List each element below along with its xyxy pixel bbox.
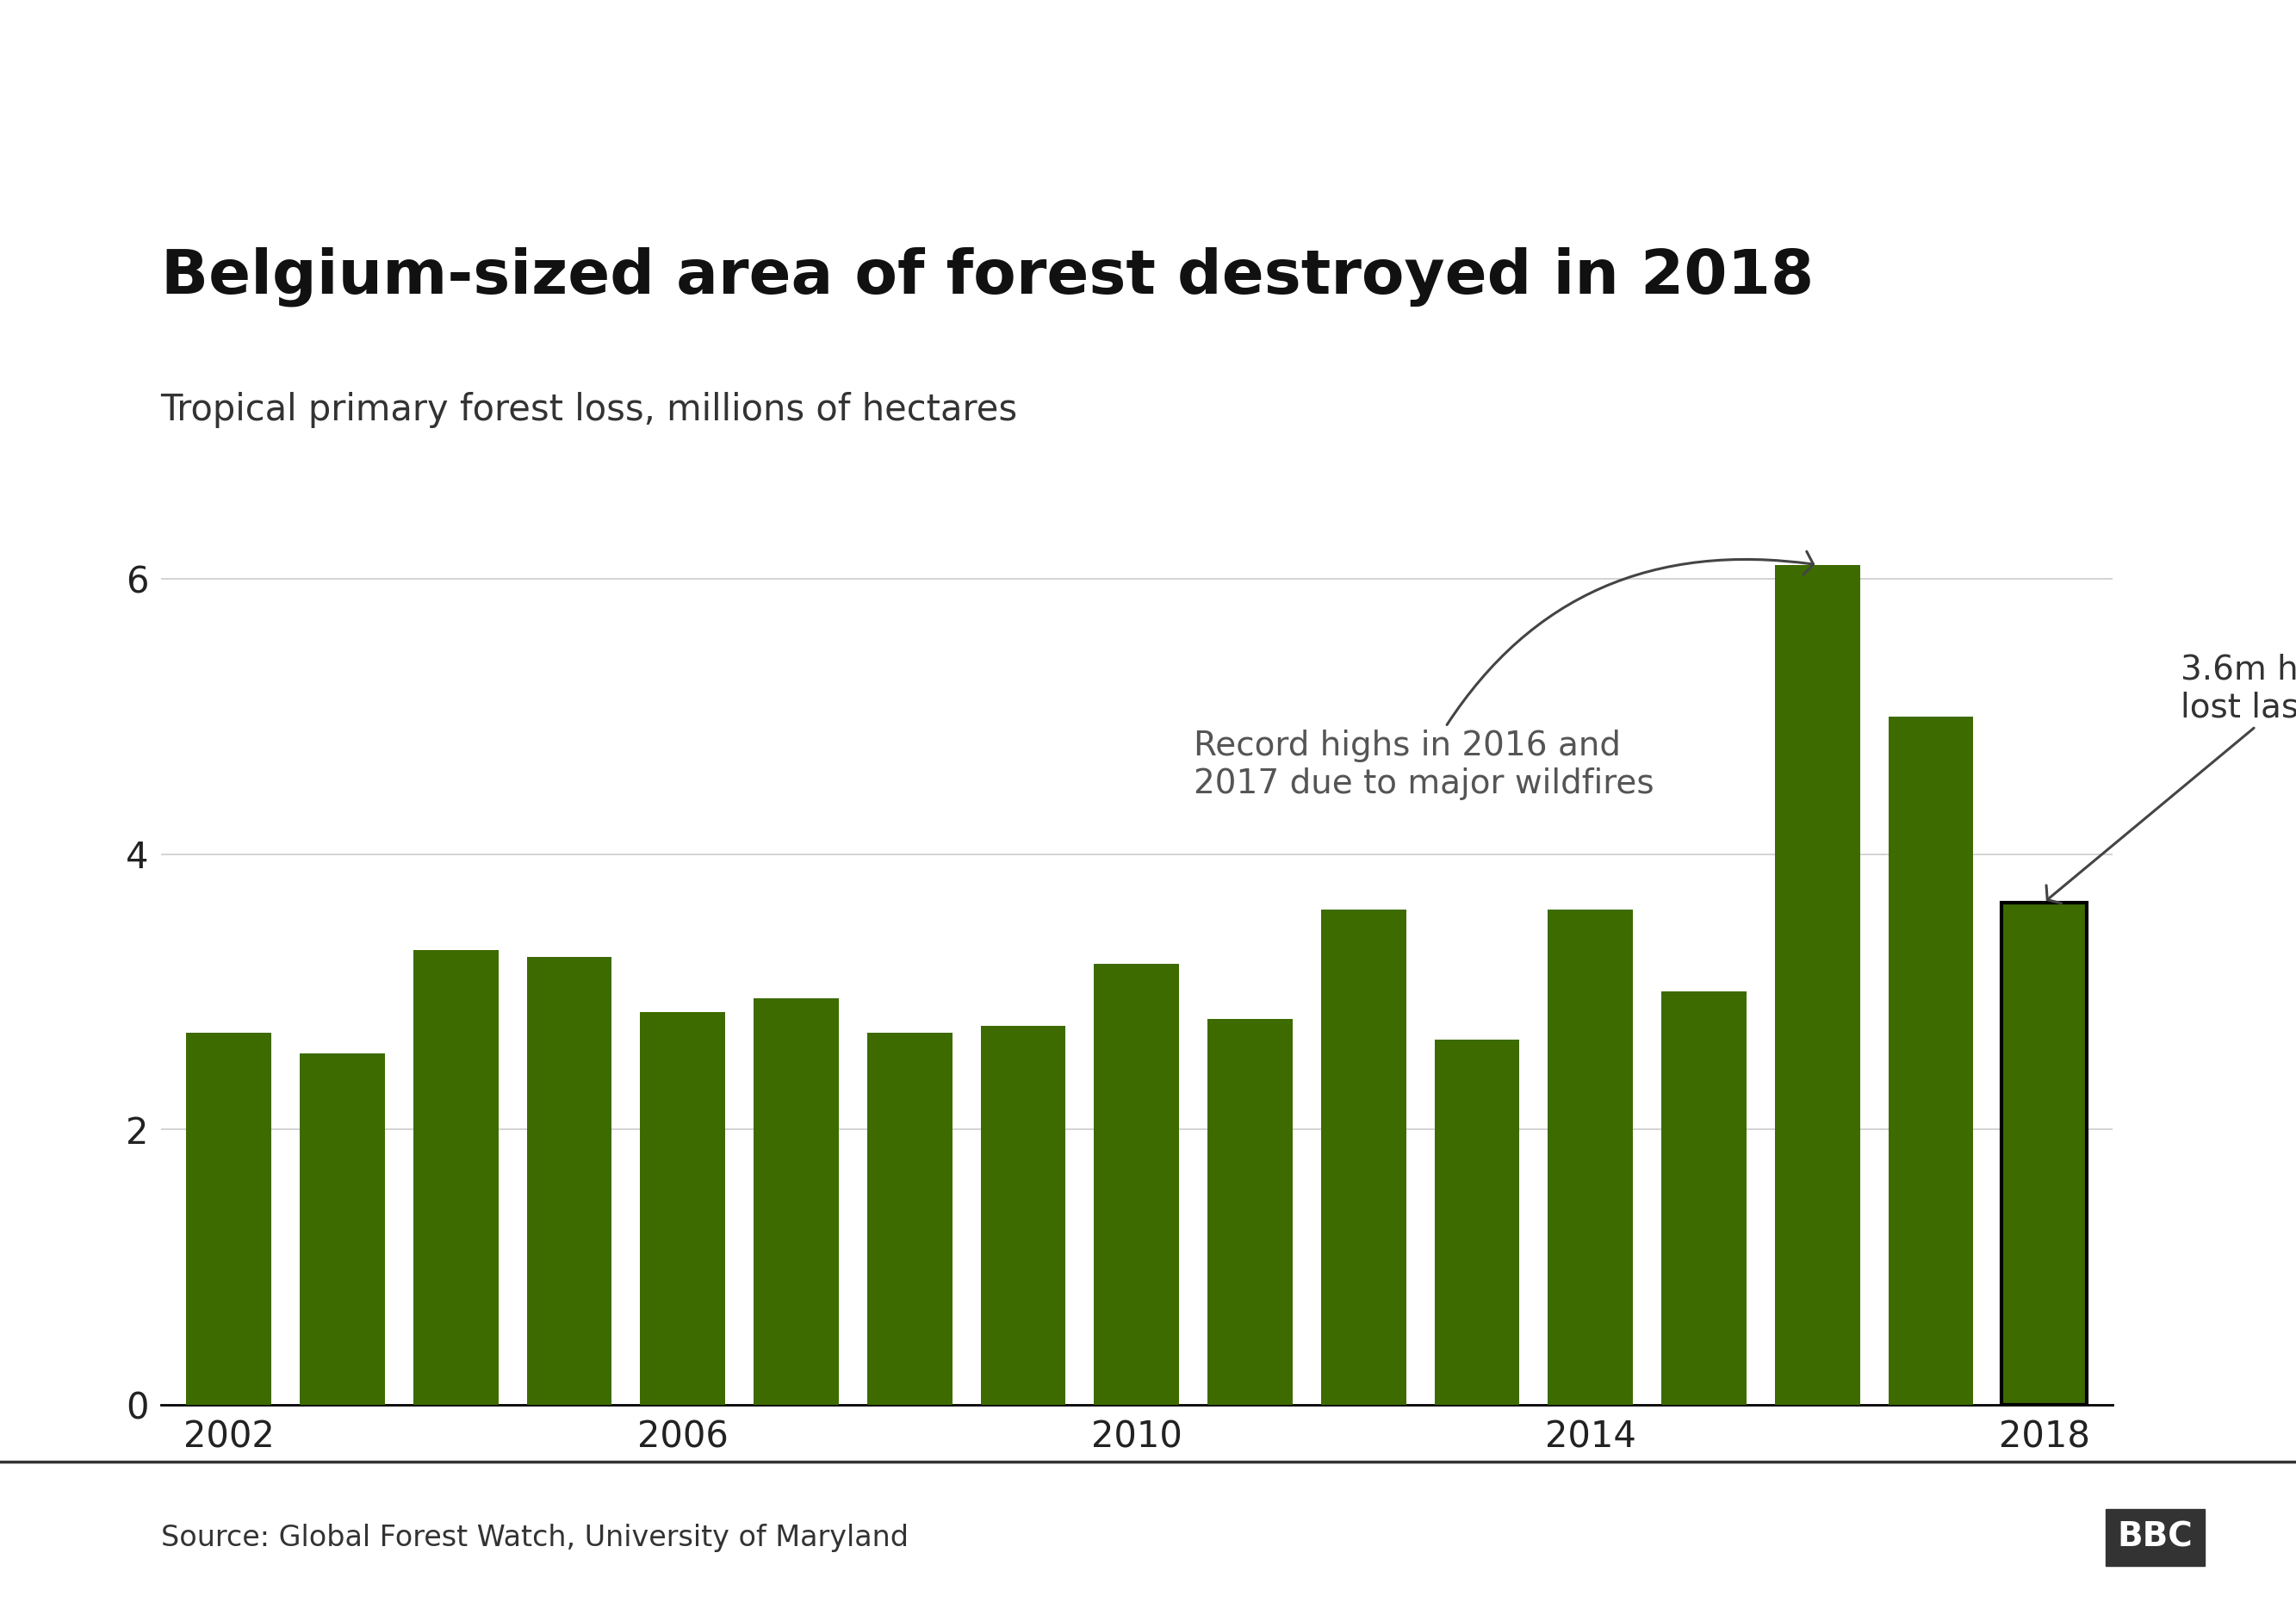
Bar (1093, 964, 1180, 1405)
Bar (1208, 1019, 1293, 1405)
Bar (413, 951, 498, 1405)
Bar (1435, 1040, 1520, 1405)
Bar (1320, 909, 1405, 1405)
Text: 3.6m hectares
lost last year: 3.6m hectares lost last year (2046, 654, 2296, 903)
Text: Belgium-sized area of forest destroyed in 2018: Belgium-sized area of forest destroyed i… (161, 247, 1814, 307)
Bar (868, 1034, 953, 1405)
Bar (186, 1034, 271, 1405)
Bar (301, 1053, 386, 1405)
Bar (1662, 992, 1747, 1405)
Bar (1887, 717, 1972, 1405)
Text: Tropical primary forest loss, millions of hectares: Tropical primary forest loss, millions o… (161, 392, 1017, 428)
Bar (753, 998, 838, 1405)
Bar (1548, 909, 1632, 1405)
Bar (1775, 565, 1860, 1405)
Text: Source: Global Forest Watch, University of Maryland: Source: Global Forest Watch, University … (161, 1523, 909, 1552)
Bar (641, 1013, 726, 1405)
Bar (980, 1026, 1065, 1405)
Text: BBC: BBC (2117, 1521, 2193, 1554)
Text: Record highs in 2016 and
2017 due to major wildfires: Record highs in 2016 and 2017 due to maj… (1194, 551, 1814, 799)
Bar (526, 958, 611, 1405)
Bar (2002, 903, 2087, 1405)
